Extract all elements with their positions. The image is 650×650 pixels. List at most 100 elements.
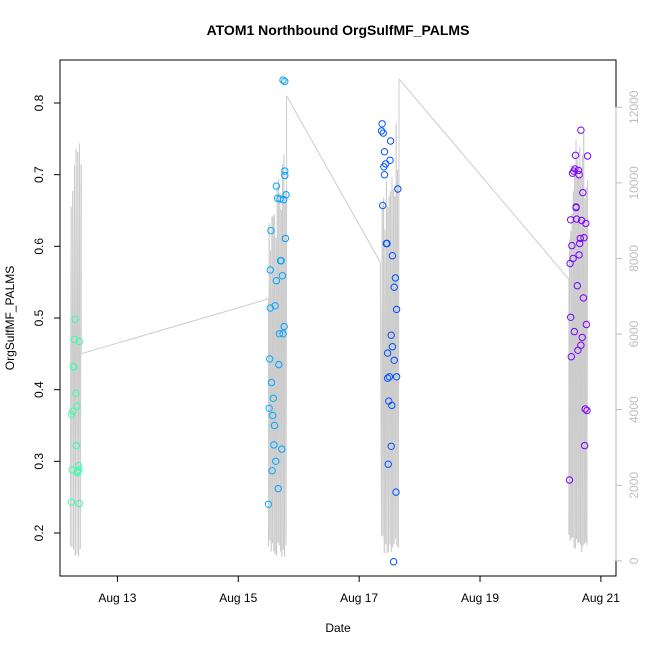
data-point (272, 182, 281, 190)
data-point (75, 337, 84, 346)
data-point (278, 272, 287, 280)
data-point (573, 215, 581, 223)
data-point (386, 156, 394, 165)
data-point (266, 304, 274, 312)
data-point (392, 305, 401, 314)
data-point (71, 315, 79, 324)
data-point (272, 457, 280, 465)
data-point (269, 411, 277, 420)
data-point (380, 171, 389, 179)
data-point (269, 394, 277, 402)
data-point (389, 558, 398, 566)
y-tick-label: 0.7 (32, 166, 46, 183)
data-point (568, 241, 576, 250)
data-point (281, 77, 289, 86)
data-point (583, 152, 592, 160)
x-tick-label: Aug 13 (98, 591, 136, 605)
data-point (567, 313, 575, 321)
data-point (281, 171, 289, 180)
data-point (582, 219, 590, 228)
data-point (379, 201, 387, 210)
data-point (70, 363, 78, 371)
data-point (275, 360, 283, 369)
data-point (72, 389, 80, 397)
data-point (380, 148, 389, 156)
data-point (75, 461, 83, 470)
data-point (281, 234, 290, 243)
y-axis-label: OrgSulfMF_PALMS (3, 266, 17, 370)
data-point (580, 234, 588, 242)
data-point (282, 191, 290, 199)
data-point (377, 127, 386, 135)
altitude-segment (286, 95, 381, 263)
data-point (390, 283, 398, 291)
y2-tick-label: 10000 (627, 166, 641, 200)
data-point (272, 277, 281, 285)
data-point (570, 327, 578, 336)
altitude-segment (398, 78, 570, 280)
data-point (383, 239, 391, 248)
data-point (70, 335, 79, 344)
data-point (392, 373, 401, 381)
altitude-segment (81, 298, 269, 355)
altitude-segment (586, 179, 589, 546)
data-point (277, 257, 285, 265)
x-tick-label: Aug 15 (219, 591, 257, 605)
data-point (582, 320, 591, 329)
y2-tick-label: 6000 (627, 320, 641, 347)
data-point (573, 282, 581, 290)
data-point (383, 349, 392, 357)
y2-tick-label: 0 (627, 557, 641, 564)
data-point (577, 341, 585, 349)
data-point (574, 166, 583, 175)
data-point (575, 251, 583, 259)
data-point (386, 137, 395, 145)
data-point (280, 322, 288, 331)
data-point (72, 441, 81, 450)
y2-tick-label: 8000 (627, 245, 641, 272)
altitude-segment (397, 153, 400, 548)
data-point (266, 355, 274, 363)
data-point (580, 441, 589, 450)
x-tick-label: Aug 17 (340, 591, 378, 605)
data-point (578, 333, 586, 342)
data-point (274, 484, 282, 493)
y2-tick-label: 12000 (627, 90, 641, 124)
y-axis-left: 0.2 0.3 0.4 0.5 0.6 0.7 0.8 (32, 94, 61, 541)
y2-tick-label: 2000 (627, 472, 641, 499)
data-point (388, 343, 397, 351)
data-point (579, 294, 588, 302)
data-point (265, 404, 273, 412)
data-point (581, 405, 589, 413)
data-point (279, 330, 287, 338)
data-point (569, 254, 577, 263)
y2-tick-label: 4000 (627, 396, 641, 423)
x-tick-label: Aug 19 (461, 591, 499, 605)
data-point (264, 500, 273, 508)
altitude-trace (69, 78, 589, 558)
data-point (383, 374, 392, 382)
y-tick-label: 0.2 (32, 524, 46, 541)
data-point (267, 378, 276, 387)
data-point (387, 442, 395, 450)
data-point (75, 466, 83, 474)
data-point (387, 331, 395, 339)
data-point (384, 460, 392, 468)
data-point (392, 488, 400, 496)
data-point (382, 160, 390, 168)
data-point (281, 167, 289, 175)
y-axis-right: 0 2000 4000 6000 8000 10000 12000 (615, 90, 641, 564)
data-point (394, 185, 402, 193)
x-axis: Aug 13 Aug 15 Aug 17 Aug 19 Aug 21 (98, 575, 620, 605)
data-point (567, 353, 575, 361)
data-point (390, 356, 398, 364)
data-point (378, 120, 386, 128)
data-point (278, 445, 286, 453)
plot-frame (59, 59, 617, 577)
data-point (565, 476, 574, 484)
data-point (577, 126, 585, 134)
x-tick-label: Aug 21 (582, 591, 620, 605)
data-points (67, 76, 592, 566)
data-point (388, 401, 396, 410)
data-point (73, 402, 81, 410)
